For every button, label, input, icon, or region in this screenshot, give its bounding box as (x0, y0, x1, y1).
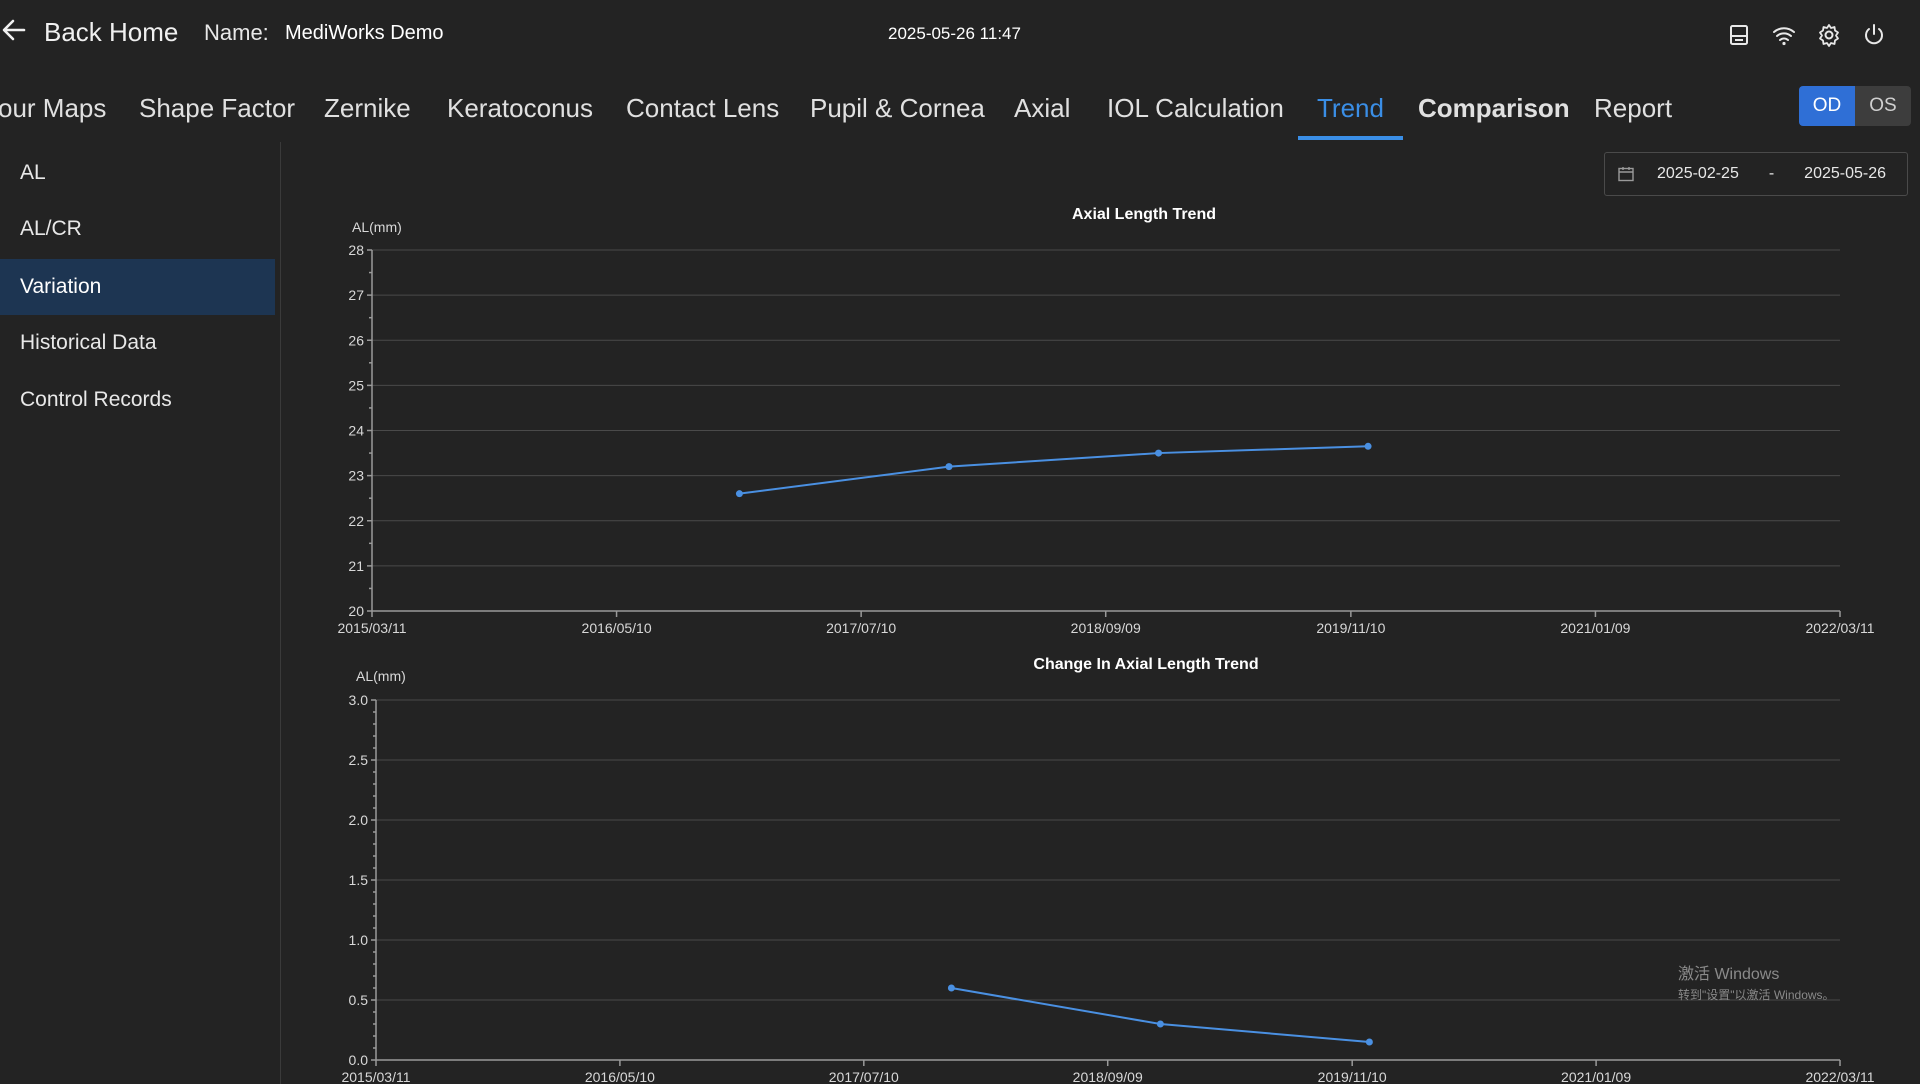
tab-axial[interactable]: Axial (1014, 93, 1071, 123)
y-tick-label: 21 (348, 558, 364, 574)
power-icon[interactable] (1861, 22, 1887, 48)
tab-shape-factor[interactable]: Shape Factor (139, 93, 296, 123)
y-tick-label: 26 (348, 332, 364, 348)
sidebar-item-al[interactable]: AL (20, 161, 46, 184)
eye-toggle: OD OS (1799, 86, 1911, 126)
y-tick-label: 28 (348, 242, 364, 258)
windows-activation-watermark: 激活 Windows 转到"设置"以激活 Windows。 (1678, 960, 1835, 1003)
data-point (947, 984, 955, 992)
y-tick-label: 2.0 (349, 812, 369, 828)
tab-trend[interactable]: Trend (1298, 82, 1403, 140)
date-separator: - (1768, 165, 1775, 182)
back-home-button[interactable]: Back Home (0, 16, 178, 49)
arrow-left-icon (0, 16, 28, 49)
wifi-icon[interactable] (1771, 22, 1797, 48)
sidebar-item-control-records[interactable]: Control Records (20, 388, 172, 411)
end-date[interactable]: 2025-05-26 (1804, 165, 1887, 182)
sidebar-item-historical-data[interactable]: Historical Data (20, 331, 157, 354)
data-point (1365, 1038, 1373, 1046)
change-axial-length-trend-svg: Change In Axial Length Trend AL(mm) 0.0 0.5… (341, 656, 1874, 1084)
x-tick-label: 2016/05/10 (582, 620, 652, 636)
x-tick-label: 2022/03/11 (1805, 1069, 1874, 1084)
x-tick-label: 2021/01/09 (1560, 620, 1630, 636)
data-point (945, 463, 953, 471)
patient-name-value: MediWorks Demo (285, 22, 444, 44)
date-range-picker[interactable]: 2025-02-25 - 2025-05-26 (1604, 152, 1908, 196)
x-tick-label: 2015/03/11 (337, 620, 406, 636)
y-tick-label: 20 (348, 603, 364, 619)
x-tick-label: 2019/11/10 (1316, 620, 1385, 636)
tab-contact-lens[interactable]: Contact Lens (626, 93, 780, 123)
chart-title: Axial Length Trend (1072, 206, 1216, 223)
watermark-line-2: 转到"设置"以激活 Windows。 (1678, 988, 1835, 1002)
x-tick-label: 2021/01/09 (1561, 1069, 1631, 1084)
y-tick-label: 22 (348, 513, 364, 529)
os-button[interactable]: OS (1855, 86, 1911, 126)
x-tick-label: 2016/05/10 (585, 1069, 655, 1084)
tab-pupil-cornea[interactable]: Pupil & Cornea (810, 93, 985, 123)
axial-length-trend-chart: Axial Length Trend AL(mm) 20 21 22 23 24 25 26 27… (320, 200, 1900, 640)
data-point (735, 490, 743, 498)
patient-name-label: Name: (204, 20, 269, 45)
data-point (1364, 442, 1372, 450)
axial-length-trend-svg: Axial Length Trend AL(mm) 20 21 22 23 24 25 26 27… (337, 206, 1874, 636)
tab-comparison[interactable]: Comparison (1418, 93, 1570, 123)
y-axis-label: AL(mm) (352, 219, 402, 235)
x-tick-label: 2019/11/10 (1318, 1069, 1387, 1084)
top-bar: Back Home Name: MediWorks Demo 2025-05-2… (0, 0, 1920, 70)
x-tick-label: 2018/09/09 (1071, 620, 1141, 636)
y-tick-label: 0.0 (349, 1052, 369, 1068)
y-tick-label: 2.5 (349, 752, 369, 768)
calendar-icon (1617, 165, 1635, 183)
change-axial-length-trend-chart: Change In Axial Length Trend AL(mm) 0.0 0.5… (320, 648, 1900, 1084)
storage-icon[interactable] (1726, 22, 1752, 48)
y-tick-label: 24 (348, 423, 364, 439)
y-tick-label: 0.5 (349, 992, 369, 1008)
x-tick-label: 2017/07/10 (826, 620, 896, 636)
y-axis-label: AL(mm) (356, 668, 406, 684)
start-date[interactable]: 2025-02-25 (1657, 165, 1739, 182)
sidebar-item-variation[interactable]: Variation (0, 259, 275, 315)
y-tick-label: 1.5 (349, 872, 369, 888)
data-point (1156, 1020, 1164, 1028)
tab-zernike[interactable]: Zernike (324, 93, 411, 123)
y-tick-label: 27 (348, 287, 364, 303)
data-point (1155, 449, 1163, 457)
sidebar-item-al-cr[interactable]: AL/CR (20, 217, 82, 240)
tab-report[interactable]: Report (1594, 93, 1673, 123)
series-line (739, 445, 1369, 495)
x-tick-label: 2018/09/09 (1073, 1069, 1143, 1084)
current-datetime: 2025-05-26 11:47 (888, 24, 1021, 43)
tab-contour-maps[interactable]: our Maps (0, 93, 107, 123)
y-tick-label: 23 (348, 468, 364, 484)
y-tick-label: 3.0 (349, 692, 369, 708)
series-line (951, 987, 1370, 1043)
gear-icon[interactable] (1816, 22, 1842, 48)
watermark-line-1: 激活 Windows (1678, 966, 1780, 983)
x-tick-label: 2022/03/11 (1805, 620, 1874, 636)
main-tabs: our Maps Shape Factor Zernike Keratoconu… (0, 82, 1760, 142)
chart-title: Change In Axial Length Trend (1033, 656, 1258, 673)
od-button[interactable]: OD (1799, 86, 1855, 126)
back-home-label: Back Home (44, 17, 179, 47)
y-tick-label: 25 (348, 377, 364, 393)
y-tick-label: 1.0 (349, 932, 369, 948)
x-tick-label: 2017/07/10 (829, 1069, 899, 1084)
tab-keratoconus[interactable]: Keratoconus (447, 93, 593, 123)
x-tick-label: 2015/03/11 (341, 1069, 410, 1084)
tab-iol-calculation[interactable]: IOL Calculation (1107, 93, 1284, 123)
sidebar: AL AL/CR Variation Historical Data Contr… (0, 142, 281, 1084)
